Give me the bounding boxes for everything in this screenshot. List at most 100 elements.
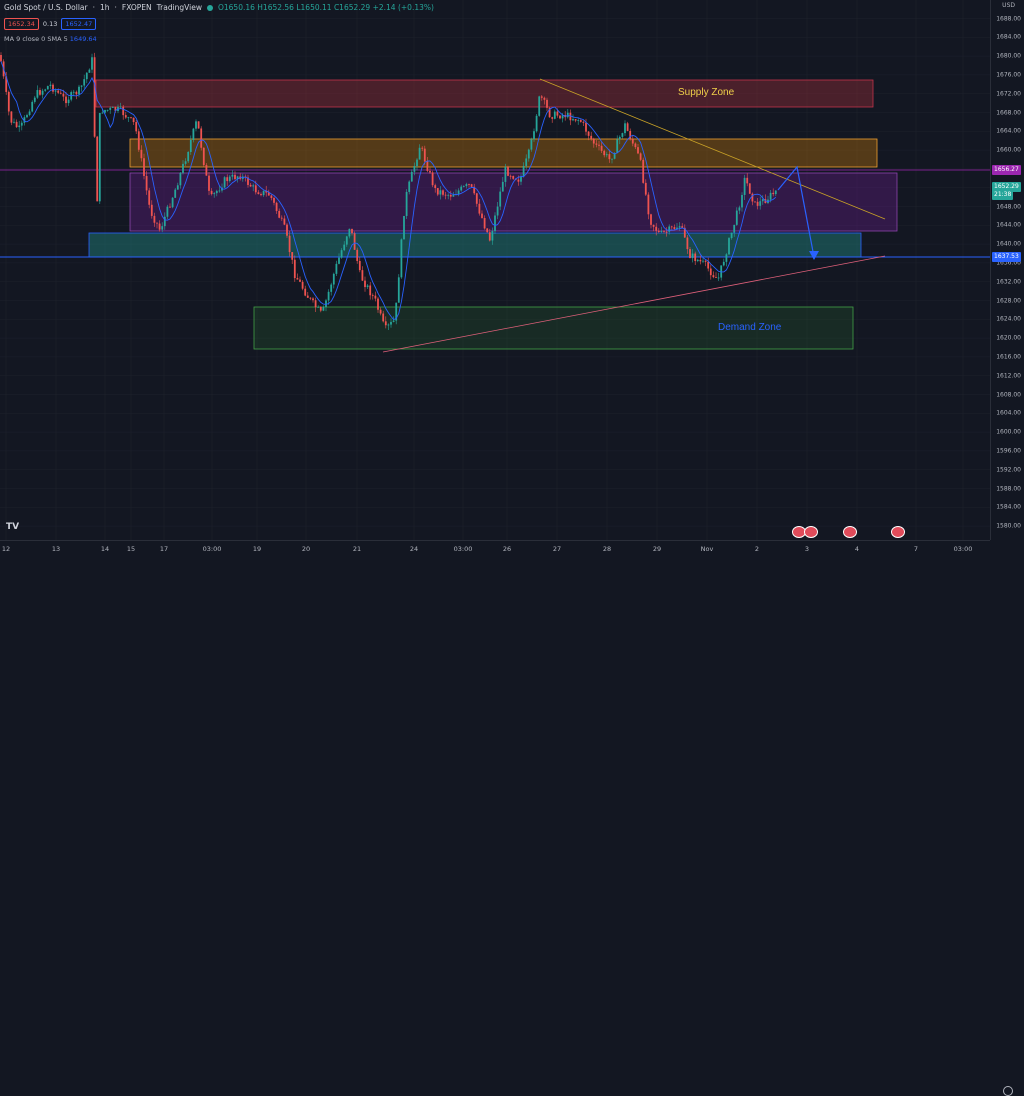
- price-tick-label: 1632.00: [996, 278, 1021, 286]
- time-tick-label: 2: [754, 545, 760, 553]
- descending-trendline[interactable]: [539, 78, 886, 220]
- candle-body: [579, 120, 582, 122]
- candle-body: [247, 177, 249, 185]
- candle-body: [553, 111, 556, 119]
- candle-body: [356, 249, 359, 261]
- projection-path[interactable]: [777, 165, 815, 258]
- chart-area[interactable]: Gold Spot / U.S. Dollar · 1h · FXOPEN Tr…: [0, 0, 990, 540]
- candle-body: [54, 90, 57, 92]
- candle-body: [491, 231, 494, 241]
- event-flag-icon[interactable]: [891, 526, 905, 538]
- ascending-trendline[interactable]: [382, 255, 886, 353]
- price-tick-label: 1636.00: [996, 259, 1021, 267]
- candle-body: [15, 121, 18, 128]
- candle-body: [738, 207, 741, 211]
- candle-body: [158, 223, 161, 230]
- supply-zone-box[interactable]: [95, 79, 874, 108]
- price-tick-label: 1648.00: [996, 203, 1021, 210]
- candle-body: [613, 153, 616, 159]
- candle-body: [28, 111, 31, 116]
- price-tick-label: 1600.00: [996, 428, 1021, 436]
- buy-button[interactable]: 1652.47: [61, 18, 97, 30]
- candle-body: [520, 176, 522, 182]
- candle-body: [631, 139, 634, 144]
- candle-body: [678, 226, 681, 228]
- candle-body: [0, 55, 2, 62]
- candle-body: [41, 90, 44, 95]
- candle-body: [213, 193, 216, 195]
- candle-body: [507, 167, 509, 176]
- candle-body: [143, 158, 145, 176]
- candle-body: [208, 175, 210, 191]
- candle-body: [449, 194, 452, 197]
- candle-body: [257, 192, 260, 195]
- candle-body: [582, 121, 585, 123]
- candle-body: [13, 121, 15, 123]
- candle-body: [483, 218, 486, 229]
- candle-body: [756, 201, 759, 206]
- candle-body: [527, 149, 530, 159]
- candle-body: [317, 306, 320, 308]
- candle-body: [470, 184, 473, 187]
- candle-body: [702, 260, 704, 262]
- candle-body: [533, 131, 535, 140]
- price-axis[interactable]: USD 1688.00 1684.00 1680.00 1676.00 1672.00 1…: [990, 0, 1024, 540]
- candle-body: [712, 275, 715, 278]
- candle-body: [444, 194, 447, 196]
- candle-body: [314, 300, 317, 308]
- price-tick-label: 1608.00: [996, 391, 1021, 398]
- candle-body: [598, 144, 600, 146]
- candle-body: [330, 284, 333, 292]
- candle-body: [496, 206, 499, 216]
- price-chart[interactable]: [0, 0, 990, 540]
- price-tick-label: 1660.00: [996, 146, 1021, 154]
- candle-body: [460, 186, 463, 191]
- candle-body: [275, 202, 278, 211]
- supply-zone-label: Supply Zone: [678, 87, 735, 98]
- time-tick-label: 20: [301, 545, 311, 553]
- candle-body: [127, 117, 130, 119]
- candle-body: [189, 140, 192, 152]
- price-tick-label: 1640.00: [996, 240, 1021, 248]
- candle-body: [200, 128, 203, 148]
- indicator-legend[interactable]: MA 9 close 0 SMA 5 1649.64: [4, 35, 97, 43]
- event-flag-icon[interactable]: [843, 526, 857, 538]
- time-tick-label: 27: [552, 545, 562, 553]
- candle-body: [57, 90, 60, 93]
- candle-body: [26, 115, 28, 118]
- candle-body: [156, 222, 158, 224]
- resistance-box[interactable]: [129, 138, 878, 168]
- candle-body: [96, 136, 99, 202]
- currency-label[interactable]: USD: [1002, 2, 1015, 9]
- event-flag-icon[interactable]: [804, 526, 818, 538]
- settings-icon[interactable]: [1003, 1086, 1013, 1096]
- tradingview-logo-icon[interactable]: TV: [6, 522, 20, 532]
- candle-body: [665, 231, 668, 233]
- candle-body: [644, 182, 647, 195]
- candle-body: [566, 112, 569, 118]
- candle-body: [538, 96, 541, 116]
- projection-arrow-icon: [809, 251, 819, 260]
- time-tick-label: 28: [602, 545, 612, 553]
- interval[interactable]: 1h: [99, 3, 110, 12]
- candle-body: [192, 128, 195, 141]
- candle-body: [215, 190, 218, 194]
- demand-zone-box[interactable]: [253, 306, 854, 350]
- time-tick-label: 7: [913, 545, 919, 553]
- symbol-name[interactable]: Gold Spot / U.S. Dollar: [4, 3, 88, 12]
- candle-body: [210, 190, 213, 195]
- sell-button[interactable]: 1652.34: [4, 18, 39, 30]
- bar-countdown-label: 21:38: [992, 190, 1014, 200]
- candle-body: [348, 228, 351, 237]
- candle-body: [278, 210, 281, 218]
- candle-body: [379, 309, 382, 314]
- time-tick-label: 26: [502, 545, 512, 553]
- candle-body: [140, 149, 143, 159]
- support-box[interactable]: [88, 232, 862, 258]
- time-tick-label: 15: [126, 545, 136, 553]
- price-tick-label: 1688.00: [996, 15, 1021, 22]
- candle-body: [83, 79, 86, 86]
- demand-zone-label: Demand Zone: [718, 322, 782, 333]
- time-axis[interactable]: 12 13 14 15 17 03:00 19 20 21 24 03:00 26 27 28 29 Nov 2…: [0, 540, 1013, 1096]
- candle-body: [587, 131, 590, 136]
